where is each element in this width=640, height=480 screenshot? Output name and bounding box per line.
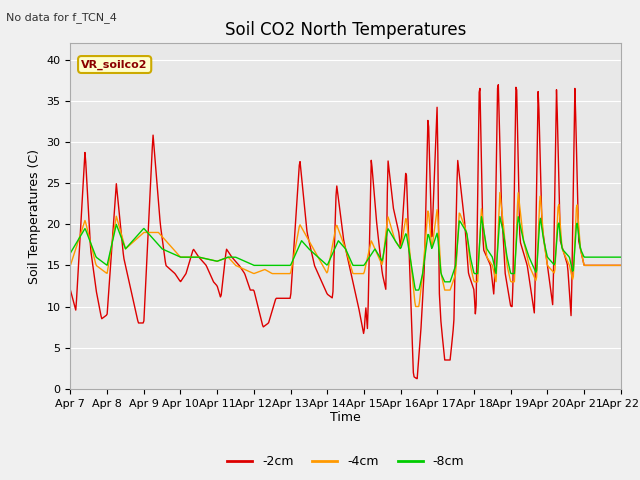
-8cm <box>67 250 74 256</box>
-8cm <box>413 287 421 293</box>
-2cm <box>413 376 421 382</box>
-4cm <box>429 235 437 241</box>
-2cm <box>67 287 74 293</box>
-8cm <box>617 254 625 260</box>
-2cm <box>189 248 196 253</box>
-4cm <box>218 257 226 263</box>
Line: -2cm: -2cm <box>70 84 621 379</box>
Text: No data for f_TCN_4: No data for f_TCN_4 <box>6 12 117 23</box>
-2cm <box>218 285 226 291</box>
X-axis label: Time: Time <box>330 411 361 424</box>
-4cm <box>77 232 84 238</box>
-8cm <box>77 233 84 239</box>
Legend: -2cm, -4cm, -8cm: -2cm, -4cm, -8cm <box>222 450 469 473</box>
-8cm <box>496 214 504 219</box>
Text: VR_soilco2: VR_soilco2 <box>81 60 148 70</box>
-4cm <box>496 190 504 195</box>
-2cm <box>617 263 625 268</box>
-4cm <box>617 263 625 268</box>
-2cm <box>495 82 502 87</box>
-4cm <box>133 236 141 241</box>
-8cm <box>218 257 226 263</box>
-2cm <box>77 230 84 236</box>
-4cm <box>67 263 74 268</box>
Line: -8cm: -8cm <box>70 216 621 290</box>
-4cm <box>412 304 419 310</box>
Y-axis label: Soil Temperatures (C): Soil Temperatures (C) <box>28 148 41 284</box>
Title: Soil CO2 North Temperatures: Soil CO2 North Temperatures <box>225 21 467 39</box>
-4cm <box>413 304 421 310</box>
-2cm <box>429 202 437 207</box>
-2cm <box>413 375 420 381</box>
-8cm <box>429 242 437 248</box>
-4cm <box>189 254 196 260</box>
-8cm <box>189 254 196 260</box>
Line: -4cm: -4cm <box>70 192 621 307</box>
-2cm <box>133 314 141 320</box>
-8cm <box>412 287 419 293</box>
-8cm <box>133 233 141 239</box>
